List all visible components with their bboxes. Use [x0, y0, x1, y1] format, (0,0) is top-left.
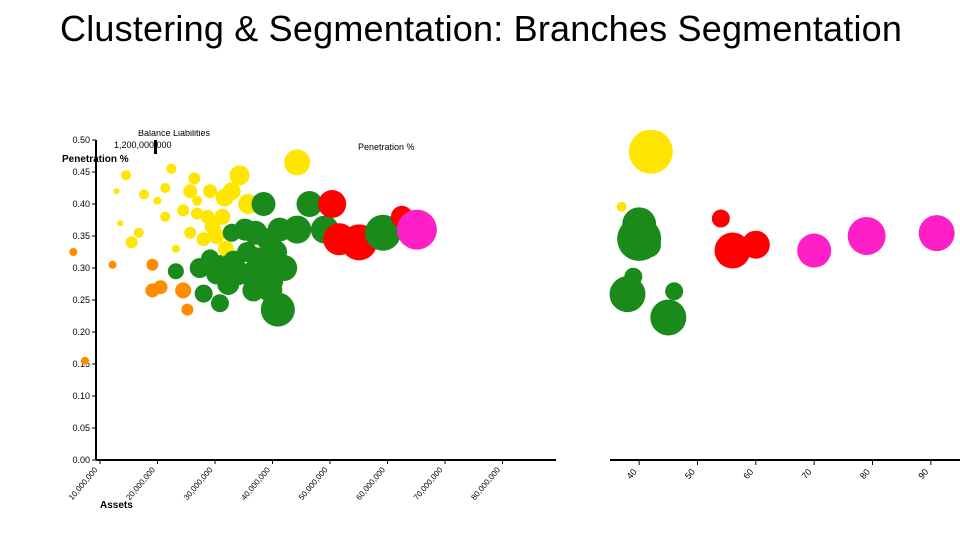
bubble-point: [208, 228, 224, 244]
svg-text:80: 80: [858, 467, 872, 481]
bubble-point: [153, 197, 161, 205]
bubble-point: [397, 210, 437, 250]
bubble-point: [139, 189, 149, 199]
bubble-point: [650, 299, 686, 335]
bubble-point: [318, 190, 346, 218]
left-top-label: Balance Liabilities: [138, 130, 211, 138]
bubble-point: [175, 282, 191, 298]
svg-text:60: 60: [741, 467, 755, 481]
bubble-point: [203, 184, 217, 198]
balance-tick-mark: [154, 140, 157, 154]
left-y-ticks: 0.000.050.100.150.200.250.300.350.400.45…: [72, 135, 96, 465]
bubble-point: [113, 188, 119, 194]
svg-text:90: 90: [916, 467, 930, 481]
svg-text:0.45: 0.45: [72, 167, 90, 177]
right-bubbles: [610, 130, 955, 335]
bubble-point: [166, 164, 176, 174]
bubble-point: [69, 248, 77, 256]
left-bubble-chart: Balance Liabilities 1,200,000,000 Penetr…: [58, 130, 568, 510]
bubble-point: [195, 285, 213, 303]
svg-text:40: 40: [625, 467, 639, 481]
bubble-point: [712, 210, 730, 228]
bubble-point: [154, 280, 168, 294]
svg-text:70,000,000: 70,000,000: [412, 465, 445, 502]
svg-text:40,000,000: 40,000,000: [239, 465, 272, 502]
right-bubble-chart: 40 50 60 70 80 90: [600, 130, 960, 510]
svg-text:0.05: 0.05: [72, 423, 90, 433]
svg-text:0.00: 0.00: [72, 455, 90, 465]
slide-title: Clustering & Segmentation: Branches Segm…: [60, 8, 902, 49]
bubble-point: [181, 304, 193, 316]
bubble-point: [261, 293, 295, 327]
svg-text:0.50: 0.50: [72, 135, 90, 145]
svg-text:0.30: 0.30: [72, 263, 90, 273]
svg-text:30,000,000: 30,000,000: [182, 465, 215, 502]
bubble-point: [665, 282, 683, 300]
svg-text:50,000,000: 50,000,000: [297, 465, 330, 502]
bubble-point: [184, 227, 196, 239]
bubble-point: [629, 130, 673, 174]
bubble-point: [271, 255, 297, 281]
bubble-point: [183, 184, 197, 198]
left-x-title: Assets: [100, 500, 133, 510]
bubble-point: [146, 259, 158, 271]
bubble-point: [797, 234, 831, 268]
svg-text:0.25: 0.25: [72, 295, 90, 305]
bubble-point: [283, 216, 311, 244]
bubble-point: [284, 149, 310, 175]
bubble-point: [160, 212, 170, 222]
svg-text:50: 50: [683, 467, 697, 481]
center-penetration-label: Penetration %: [358, 142, 415, 152]
bubble-point: [635, 232, 661, 258]
bubble-point: [230, 165, 250, 185]
left-top-value: 1,200,000,000: [114, 140, 172, 150]
svg-text:0.35: 0.35: [72, 231, 90, 241]
bubble-point: [188, 172, 200, 184]
svg-text:60,000,000: 60,000,000: [354, 465, 387, 502]
left-x-ticks: 10,000,000 20,000,000 30,000,000 40,000,000…: [67, 460, 503, 502]
bubble-point: [177, 204, 189, 216]
right-x-ticks: 40 50 60 70 80 90: [625, 460, 931, 481]
svg-text:0.10: 0.10: [72, 391, 90, 401]
svg-text:20,000,000: 20,000,000: [124, 465, 157, 502]
bubble-point: [214, 209, 230, 225]
bubble-point: [81, 357, 89, 365]
bubble-point: [126, 236, 138, 248]
bubble-point: [848, 217, 886, 255]
bubble-point: [192, 196, 202, 206]
bubble-point: [252, 192, 276, 216]
bubble-point: [211, 294, 229, 312]
svg-text:10,000,000: 10,000,000: [67, 465, 100, 502]
bubble-point: [172, 245, 180, 253]
bubble-point: [168, 263, 184, 279]
bubble-point: [117, 220, 123, 226]
bubble-point: [134, 228, 144, 238]
svg-text:80,000,000: 80,000,000: [469, 465, 502, 502]
bubble-point: [919, 215, 955, 251]
bubble-point: [121, 170, 131, 180]
svg-text:0.20: 0.20: [72, 327, 90, 337]
bubble-point: [742, 231, 770, 259]
bubble-point: [109, 261, 117, 269]
svg-text:0.40: 0.40: [72, 199, 90, 209]
bubble-point: [617, 202, 627, 212]
bubble-point: [610, 276, 646, 312]
svg-text:70: 70: [800, 467, 814, 481]
left-bubbles: [69, 149, 437, 364]
bubble-point: [160, 183, 170, 193]
